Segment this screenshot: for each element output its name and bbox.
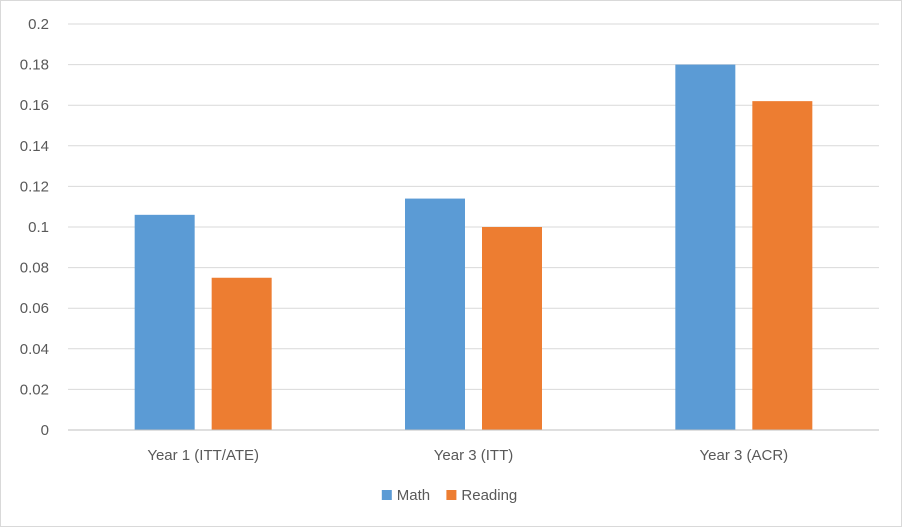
legend: Math Reading bbox=[381, 487, 517, 504]
x-axis-labels: Year 1 (ITT/ATE) Year 3 (ITT) Year 3 (ACR) bbox=[147, 447, 788, 464]
bar-math bbox=[405, 198, 465, 430]
y-tick-label: 0.08 bbox=[20, 260, 49, 277]
y-tick-label: 0.06 bbox=[20, 300, 49, 317]
bar-reading bbox=[752, 101, 813, 430]
y-tick-label: 0.02 bbox=[20, 381, 49, 398]
x-tick-label: Year 1 (ITT/ATE) bbox=[147, 447, 259, 464]
y-axis-labels: 0 0.02 0.04 0.06 0.08 0.1 0.12 0.14 0.16 0.18 0.2 bbox=[20, 16, 49, 439]
legend-item-reading: Reading bbox=[446, 487, 517, 504]
x-tick-label: Year 3 (ITT) bbox=[434, 447, 513, 464]
bar-math bbox=[134, 214, 195, 430]
legend-item-math: Math bbox=[381, 487, 430, 504]
bars bbox=[134, 64, 813, 430]
bar-reading bbox=[211, 277, 272, 430]
y-tick-label: 0.16 bbox=[20, 97, 49, 114]
bar-reading bbox=[482, 227, 542, 430]
legend-label: Math bbox=[397, 487, 430, 504]
y-tick-label: 0.14 bbox=[20, 138, 49, 155]
gridlines bbox=[68, 23, 879, 390]
bar-math bbox=[675, 64, 736, 430]
y-tick-label: 0 bbox=[41, 422, 49, 439]
y-tick-label: 0.04 bbox=[20, 341, 49, 358]
y-tick-label: 0.18 bbox=[20, 57, 49, 74]
y-tick-label: 0.12 bbox=[20, 178, 49, 195]
y-tick-label: 0.1 bbox=[28, 219, 49, 236]
legend-swatch bbox=[381, 490, 392, 500]
x-tick-label: Year 3 (ACR) bbox=[700, 447, 789, 464]
legend-swatch bbox=[446, 490, 457, 500]
legend-label: Reading bbox=[461, 487, 517, 504]
y-tick-label: 0.2 bbox=[28, 16, 49, 33]
